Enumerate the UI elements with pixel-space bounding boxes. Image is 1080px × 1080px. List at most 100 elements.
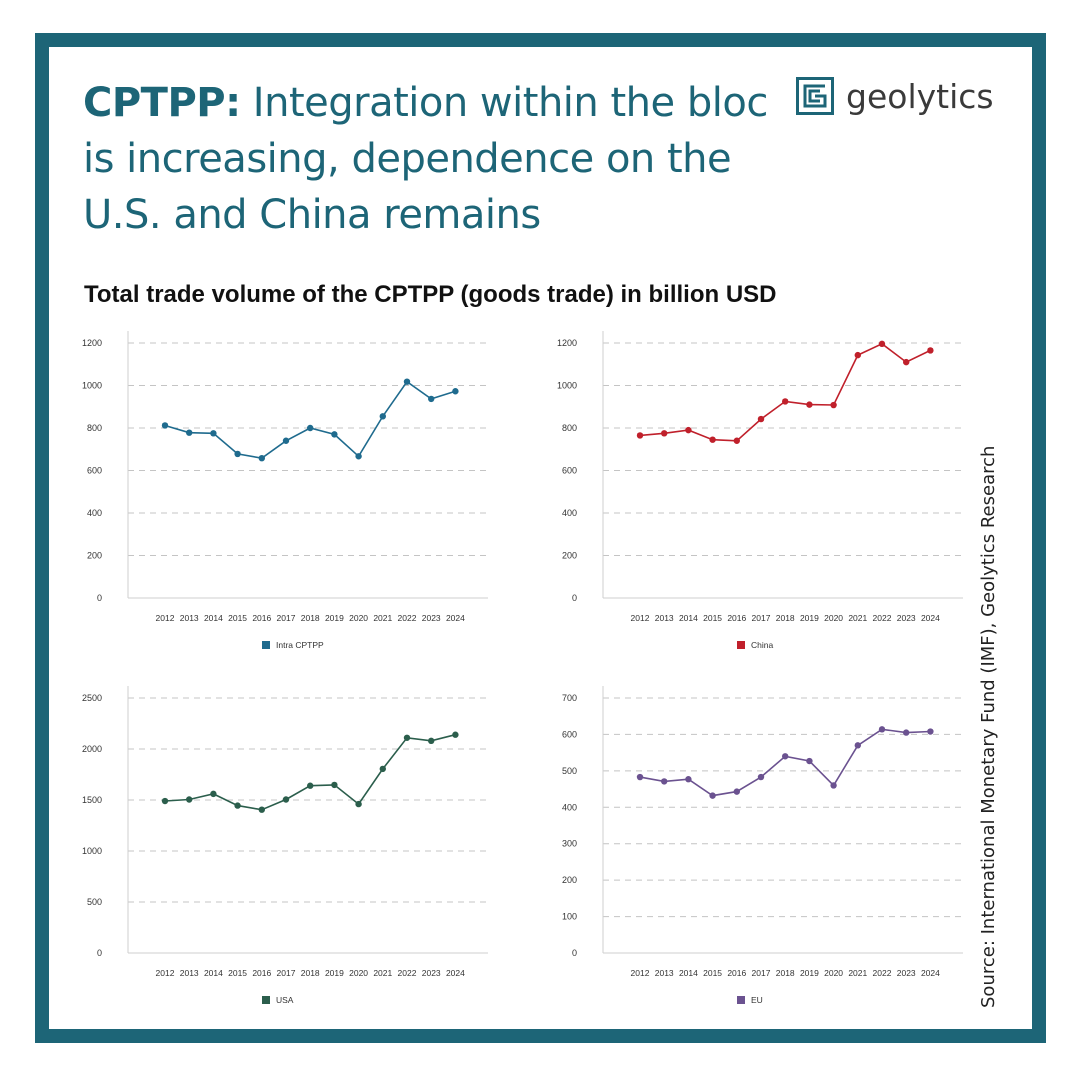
- y-tick-label: 0: [572, 593, 577, 603]
- data-point: [186, 429, 193, 436]
- x-tick-label: 2016: [252, 968, 271, 978]
- x-tick-label: 2013: [655, 613, 674, 623]
- title-lead: CPTPP:: [83, 80, 241, 126]
- data-point: [452, 731, 459, 738]
- y-tick-label: 600: [562, 729, 577, 739]
- data-point: [806, 401, 813, 408]
- data-point: [282, 796, 290, 803]
- legend-swatch: [737, 641, 745, 649]
- data-point: [782, 398, 789, 405]
- x-tick-label: 2014: [204, 968, 223, 978]
- data-point: [161, 422, 169, 429]
- data-point: [903, 358, 910, 366]
- y-tick-label: 800: [87, 423, 102, 433]
- x-tick-label: 2014: [204, 613, 223, 623]
- x-tick-label: 2012: [631, 968, 650, 978]
- x-tick-label: 2024: [921, 613, 940, 623]
- y-tick-label: 1000: [557, 381, 577, 391]
- x-tick-label: 2012: [156, 613, 175, 623]
- x-tick-label: 2023: [897, 968, 916, 978]
- x-tick-label: 2020: [349, 968, 368, 978]
- x-tick-label: 2020: [824, 613, 843, 623]
- x-tick-label: 2018: [301, 613, 320, 623]
- data-point: [733, 788, 740, 795]
- data-point: [331, 781, 338, 789]
- data-point: [403, 734, 411, 741]
- source-note: Source: International Monetary Fund (IMF…: [978, 445, 999, 1008]
- y-tick-label: 400: [562, 508, 577, 518]
- y-tick-label: 100: [562, 912, 577, 922]
- x-tick-label: 2023: [422, 968, 441, 978]
- data-point: [428, 395, 435, 403]
- y-tick-label: 1000: [82, 846, 102, 856]
- chart-subtitle: Total trade volume of the CPTPP (goods t…: [84, 281, 777, 308]
- chart-usa: 0 500 1000 1500 2000 2500 2012 2013 2014 2015 2016…: [82, 686, 488, 1005]
- y-tick-label: 1200: [82, 338, 102, 348]
- x-tick-label: 2023: [422, 613, 441, 623]
- x-tick-label: 2022: [398, 968, 417, 978]
- y-tick-label: 200: [87, 551, 102, 561]
- x-tick-label: 2015: [228, 613, 247, 623]
- series-line: [164, 733, 456, 811]
- y-tick-label: 800: [562, 423, 577, 433]
- data-point: [355, 453, 362, 460]
- y-tick-label: 0: [572, 948, 577, 958]
- data-point: [210, 790, 217, 798]
- logo-text: geolytics: [846, 76, 994, 116]
- legend-label: USA: [276, 995, 294, 1005]
- x-tick-label: 2022: [398, 613, 417, 623]
- x-tick-label: 2012: [156, 968, 175, 978]
- geolytics-logo-icon: [796, 77, 834, 115]
- x-tick-label: 2013: [180, 613, 199, 623]
- legend-swatch: [262, 996, 270, 1004]
- x-tick-label: 2015: [703, 613, 722, 623]
- x-tick-label: 2019: [325, 613, 344, 623]
- x-tick-label: 2016: [727, 968, 746, 978]
- y-tick-label: 300: [562, 839, 577, 849]
- x-tick-label: 2021: [848, 968, 867, 978]
- data-point: [186, 796, 193, 803]
- chart-intra-cptpp: 0 200 400 600 800 1000 1200 2012 2013 2014 2015 201…: [82, 331, 488, 650]
- x-tick-label: 2018: [776, 968, 795, 978]
- legend-label: Intra CPTPP: [276, 640, 324, 650]
- y-tick-label: 600: [87, 466, 102, 476]
- data-point: [661, 778, 668, 785]
- y-tick-label: 200: [562, 875, 577, 885]
- x-tick-label: 2024: [921, 968, 940, 978]
- page-frame: [35, 33, 1046, 1043]
- geolytics-logo: geolytics: [796, 76, 994, 116]
- data-point: [379, 413, 386, 420]
- y-tick-label: 400: [562, 802, 577, 812]
- x-tick-label: 2020: [824, 968, 843, 978]
- x-tick-label: 2020: [349, 613, 368, 623]
- data-point: [927, 728, 934, 735]
- y-tick-label: 2000: [82, 744, 102, 754]
- x-tick-label: 2017: [752, 613, 771, 623]
- data-point: [307, 782, 314, 789]
- y-tick-label: 2500: [82, 693, 102, 703]
- data-point: [878, 726, 886, 733]
- data-point: [757, 415, 765, 423]
- data-point: [854, 742, 861, 749]
- y-tick-label: 400: [87, 508, 102, 518]
- x-tick-label: 2017: [277, 613, 296, 623]
- x-tick-label: 2024: [446, 613, 465, 623]
- x-tick-label: 2014: [679, 613, 698, 623]
- x-tick-label: 2021: [848, 613, 867, 623]
- x-tick-label: 2013: [655, 968, 674, 978]
- y-tick-label: 1000: [82, 381, 102, 391]
- legend-label: China: [751, 640, 773, 650]
- data-point: [355, 800, 362, 808]
- data-point: [878, 340, 886, 348]
- data-point: [234, 450, 241, 458]
- data-point: [854, 351, 861, 359]
- x-tick-label: 2023: [897, 613, 916, 623]
- data-point: [782, 753, 789, 760]
- data-point: [636, 432, 644, 439]
- data-point: [258, 806, 265, 813]
- data-point: [661, 430, 668, 437]
- x-tick-label: 2018: [776, 613, 795, 623]
- y-tick-label: 700: [562, 693, 577, 703]
- x-tick-label: 2014: [679, 968, 698, 978]
- x-tick-label: 2012: [631, 613, 650, 623]
